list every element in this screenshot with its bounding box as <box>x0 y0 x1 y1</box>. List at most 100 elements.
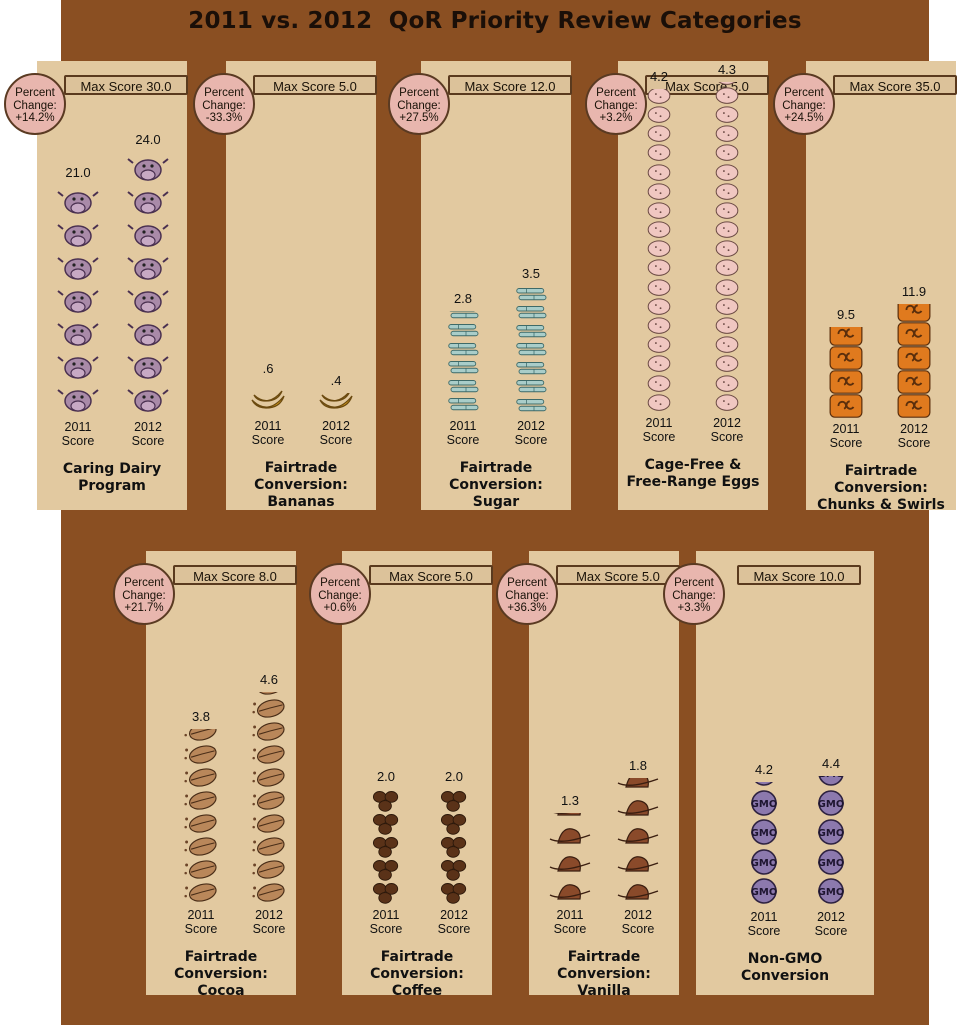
sugarcane-icon <box>516 324 547 337</box>
year-label: 2011 Score <box>251 419 285 447</box>
coffee-bean-icon <box>372 860 399 881</box>
badge-label: Percent <box>507 577 547 589</box>
svg-text:GMO: GMO <box>751 799 778 810</box>
percent-change-value: +3.3% <box>677 602 711 614</box>
category-caption: Non-GMO Conversion <box>740 951 830 984</box>
vanilla-icon <box>617 778 659 788</box>
egg-icon <box>715 317 739 334</box>
banana-icon <box>251 390 285 409</box>
percent-change-value: +0.6% <box>323 602 357 614</box>
gmo-icon: GMO <box>754 782 774 787</box>
gmo-icon: GMO <box>818 789 845 816</box>
egg-icon <box>647 374 671 392</box>
egg-icon <box>715 394 739 411</box>
icon-bar-2011 <box>56 185 100 416</box>
percent-change-badge: Percent Change: +24.5% <box>773 73 835 135</box>
cow-icon <box>57 322 99 346</box>
badge-label: Change: <box>397 99 441 112</box>
cow-icon <box>127 388 169 412</box>
gmo-icon: GMO <box>818 819 844 846</box>
value-label-2011: 21.0 <box>65 165 91 180</box>
cocoa-bean-icon <box>252 699 285 718</box>
icon-bar-2012 <box>432 789 476 904</box>
coffee-bean-icon <box>440 883 467 904</box>
egg-icon <box>647 163 671 181</box>
coffee-bean-icon <box>372 883 399 904</box>
cow-icon <box>127 256 169 280</box>
cow-icon <box>57 223 99 247</box>
badge-label: Change: <box>672 589 716 602</box>
badge-label: Change: <box>13 99 57 112</box>
egg-icon <box>715 202 739 219</box>
category-panel <box>696 551 874 995</box>
sugarcane-icon <box>448 361 479 374</box>
gmo-icon: GMO <box>751 848 778 875</box>
swirl-icon <box>897 303 931 322</box>
badge-label: Change: <box>318 589 362 602</box>
egg-icon <box>718 81 736 85</box>
badge-label: Change: <box>782 99 826 112</box>
cow-icon <box>127 355 169 379</box>
percent-change-value: -33.3% <box>205 112 243 124</box>
year-label: 2012 Score <box>897 422 931 450</box>
icon-bar-2011 <box>246 381 290 415</box>
egg-icon <box>715 240 739 258</box>
percent-change-badge: Percent Change: -33.3% <box>193 73 255 135</box>
category-panel <box>37 61 187 510</box>
percent-change-value: +14.2% <box>15 112 55 124</box>
category-caption: Fairtrade Conversion: Sugar <box>449 460 543 510</box>
icon-bar-2011 <box>364 789 408 904</box>
badge-label: Percent <box>674 577 714 589</box>
year-label: 2012 Score <box>621 908 655 936</box>
egg-icon <box>647 144 671 162</box>
egg-icon <box>715 87 739 104</box>
cow-icon <box>57 256 99 280</box>
cow-icon <box>127 322 169 346</box>
icon-bar-2012 <box>892 303 936 418</box>
percent-change-badge: Percent Change: +36.3% <box>496 563 558 625</box>
egg-icon <box>715 125 739 142</box>
value-label-2011: 2.0 <box>376 769 396 784</box>
category-caption: Fairtrade Conversion: Chunks & Swirls <box>817 463 945 513</box>
cow-icon <box>127 157 169 181</box>
max-score-banner: Max Score 8.0 <box>173 565 297 585</box>
sugarcane-icon <box>516 361 547 374</box>
value-label-2011: .6 <box>262 361 274 377</box>
egg-icon <box>647 259 671 277</box>
svg-text:GMO: GMO <box>818 799 845 810</box>
sugarcane-icon <box>516 343 547 356</box>
year-label: 2011 Score <box>61 420 95 448</box>
sugarcane-icon <box>448 343 479 356</box>
category-panel <box>618 61 768 510</box>
icon-bar-2012 <box>314 392 358 415</box>
svg-text:GMO: GMO <box>751 858 778 869</box>
egg-icon <box>647 317 671 334</box>
vanilla-icon <box>549 856 591 872</box>
coffee-bean-icon <box>372 837 399 858</box>
cocoa-bean-icon <box>257 692 285 695</box>
value-label-2012: 11.9 <box>901 283 927 299</box>
category-panel <box>529 551 679 995</box>
cow-icon <box>57 355 99 379</box>
egg-icon <box>715 106 739 123</box>
gmo-icon: GMO <box>818 848 844 875</box>
egg-icon <box>715 336 739 354</box>
year-label: 2011 Score <box>642 416 676 444</box>
swirl-icon <box>829 346 863 370</box>
max-score-banner: Max Score 35.0 <box>833 75 957 95</box>
badge-label: Percent <box>596 87 636 99</box>
percent-change-badge: Percent Change: +14.2% <box>4 73 66 135</box>
percent-change-value: +3.2% <box>599 112 633 124</box>
sugarcane-icon <box>448 398 479 411</box>
egg-icon <box>647 355 671 373</box>
swirl-icon <box>829 326 863 346</box>
swirl-icon <box>897 346 931 370</box>
max-score-banner: Max Score 5.0 <box>369 565 493 585</box>
badge-label: Percent <box>124 577 164 589</box>
icon-bar-2011: GMO GMO GMO GMO GMO <box>742 782 786 906</box>
value-label-2011: 1.3 <box>560 793 580 808</box>
value-label-2012: .4 <box>330 372 342 388</box>
cow-icon <box>127 223 169 247</box>
badge-label: Percent <box>204 87 244 99</box>
egg-icon <box>715 259 739 277</box>
